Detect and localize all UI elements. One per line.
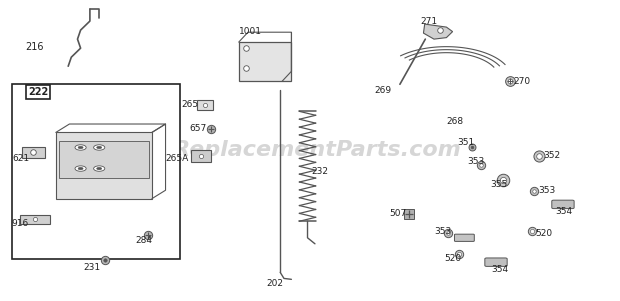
Text: 657: 657 [189,124,206,133]
Text: eReplacementParts.com: eReplacementParts.com [159,141,461,160]
Text: 520: 520 [444,254,461,263]
Circle shape [97,167,102,170]
Text: 271: 271 [420,17,438,26]
Text: 353: 353 [467,157,485,166]
Polygon shape [423,24,453,39]
Bar [239,42,291,81]
Text: 265A: 265A [165,154,188,163]
Circle shape [97,146,102,149]
Circle shape [94,145,105,150]
Text: 268: 268 [446,116,464,126]
Text: 355: 355 [490,180,507,189]
Text: 353: 353 [434,227,451,236]
Text: 520: 520 [536,229,553,238]
FancyBboxPatch shape [20,215,50,224]
Text: 265: 265 [181,100,198,109]
Circle shape [75,166,86,171]
Bar [197,100,213,110]
Circle shape [78,167,83,170]
Bar [191,150,211,162]
Circle shape [78,146,83,149]
Text: 354: 354 [492,265,509,274]
Text: 621: 621 [12,154,30,163]
Bar [56,132,152,199]
FancyBboxPatch shape [552,200,574,209]
FancyBboxPatch shape [22,147,45,158]
Circle shape [94,166,105,171]
Text: 270: 270 [513,77,531,86]
Text: 202: 202 [267,279,283,288]
Text: 1001: 1001 [239,27,262,36]
Text: 352: 352 [543,150,560,160]
Text: 269: 269 [374,86,391,95]
Text: 354: 354 [555,207,572,216]
Text: 216: 216 [25,42,43,52]
Text: 232: 232 [311,167,328,176]
Text: 916: 916 [11,219,29,228]
Text: 231: 231 [84,263,101,272]
Bar [59,141,149,178]
Circle shape [75,145,86,150]
FancyBboxPatch shape [485,258,507,266]
Text: 351: 351 [458,138,475,147]
FancyBboxPatch shape [454,234,474,241]
Text: 284: 284 [135,236,152,245]
Bar [12,84,180,259]
Text: 507: 507 [389,209,407,218]
Text: 222: 222 [28,87,48,97]
Text: 353: 353 [538,186,556,195]
